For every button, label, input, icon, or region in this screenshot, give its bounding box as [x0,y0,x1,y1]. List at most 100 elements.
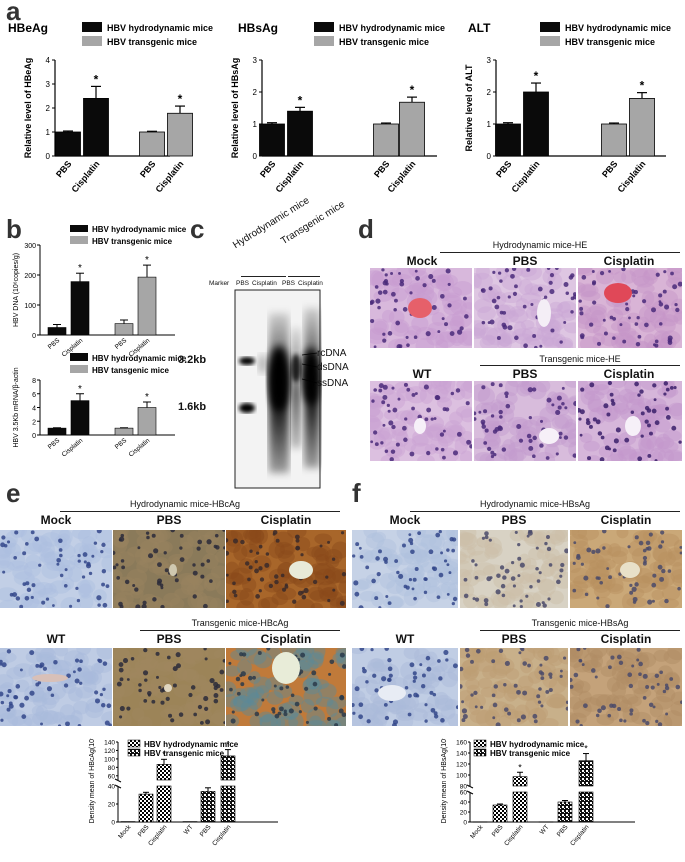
y-tick-label: 0 [32,433,36,440]
bar [114,323,134,336]
category-label: WT [183,824,195,836]
y-tick-label: 60 [460,790,468,797]
y-tick-label: 0 [253,152,258,161]
y-axis-label: HBV DNA (10⁶copies/g) [13,253,20,327]
legend-swatch [82,22,102,32]
y-tick-label: 0 [111,820,115,827]
category-label: PBS [491,823,505,838]
significance-star: * [298,93,303,107]
hbcag-pbs-hydro [113,530,225,608]
he-pbs-hydro [474,268,576,348]
category-label: PBS [114,337,129,351]
bar [495,123,521,157]
bar [47,327,67,336]
he-pbs-trans [474,381,576,461]
y-tick-label: 0 [487,152,492,161]
he-cisplatin-hydro [578,268,682,348]
category-label: PBS [114,437,129,451]
y-tick-label: 60 [108,773,116,780]
y-tick-label: 4 [46,56,51,65]
bar [139,131,165,157]
category-label: Cisplatin [69,159,101,195]
y-tick-label: 0 [463,820,467,827]
e-label-mock: Mock [40,513,72,527]
bar-upper [578,760,594,787]
chart-title: ALT [468,21,491,35]
significance-star: * [178,92,183,106]
y-tick-label: 40 [108,784,116,791]
axis-break-mark [114,778,122,783]
panel-b-charts: 0 100 200 300 HBV DNA (10⁶copies/g) HBV hydro… [13,225,187,459]
bar [47,427,67,436]
bar [120,821,136,823]
y-tick-label: 3 [46,80,51,89]
lane-cisplatin-hydro: Cisplatin [252,280,277,287]
bar [182,821,198,823]
panel-letter-b: b [6,214,22,244]
e-trans-title: Transgenic mice-HBcAg [191,618,289,628]
y-tick-label: 4 [32,406,36,413]
bar-upper [512,776,528,787]
size-marker-1-6kb: 1.6kb [178,401,207,413]
y-tick-label: 0 [32,333,36,340]
hbsag-cisplatin-hydro [570,530,682,608]
hbsag-cisplatin-trans [570,648,682,726]
bar-upper [156,764,172,781]
e-label-wt: WT [46,632,66,646]
panel-letter-d: d [358,214,374,244]
significance-star: * [94,72,99,86]
legend-label: HBV hydrodynamic mice [107,23,213,33]
hbcag-cisplatin-trans [226,648,346,726]
bar [399,101,425,157]
bar-lower [156,785,172,823]
significance-star: * [518,762,522,772]
lane-cisplatin-trans: Cisplatin [298,280,323,287]
hbcag-pbs-trans [113,648,225,726]
legend-label: HBV tansgenic mice [92,366,169,375]
legend-label: HBV hydrodynamic mice [565,23,671,33]
bar [137,276,157,336]
y-tick-label: 100 [456,773,467,780]
y-tick-label: 1 [253,120,258,129]
e-label-pbs-trans: PBS [156,632,182,646]
y-tick-label: 2 [32,419,36,426]
legend-label: HBV hydrodynamic mice [490,740,585,749]
label-ssdna: ssDNA [317,378,349,389]
significance-star: * [145,255,149,266]
label-rcdna: rcDNA [317,348,347,359]
d-label-cisplatin-trans: Cisplatin [603,367,655,381]
y-axis-label: Relative level of ALT [464,64,474,152]
legend-label: HBV hydrodynamic mice [92,354,187,363]
category-label: Cisplatin [147,823,169,847]
legend-swatch [314,36,334,46]
y-tick-label: 200 [24,273,36,280]
significance-star: * [226,740,230,750]
legend-label: HBV hydrodynamic mice [144,740,239,749]
bar [200,791,216,823]
legend-label: HBV transgenic mice [92,237,173,246]
bar [83,98,109,157]
bar [55,131,81,157]
y-axis-label: Density mean of HBsAg(10⁻²) [441,738,448,823]
panel-c-blot: Hydrodynamic mice Transgenic mice Marker… [205,195,355,490]
bar [70,400,90,436]
y-tick-label: 120 [456,762,467,769]
bar-lower [512,791,528,823]
y-axis-label: HBV 3.5Kb mRNA/β-actin [13,367,20,447]
e-hydro-title: Hydrodynamic mice-HBcAg [129,499,241,509]
bar [601,123,627,157]
y-tick-label: 1 [46,128,51,137]
y-axis-label: Relative level of HBeAg [23,58,33,159]
legend-label: HBV transgenic mice [565,37,655,47]
category-label: Cisplatin [385,159,417,195]
category-label: PBS [372,159,392,180]
bar [538,821,554,823]
y-axis-label: Density mean of HBcAg(10⁻²) [89,738,96,823]
hbsag-mock [352,530,458,608]
panel-letter-f: f [352,478,361,508]
hbcag-cisplatin-hydro [226,530,346,608]
panel-letter-e: e [6,478,21,508]
bar [167,112,193,157]
y-tick-label: 8 [32,378,36,385]
y-tick-label: 3 [487,56,492,65]
